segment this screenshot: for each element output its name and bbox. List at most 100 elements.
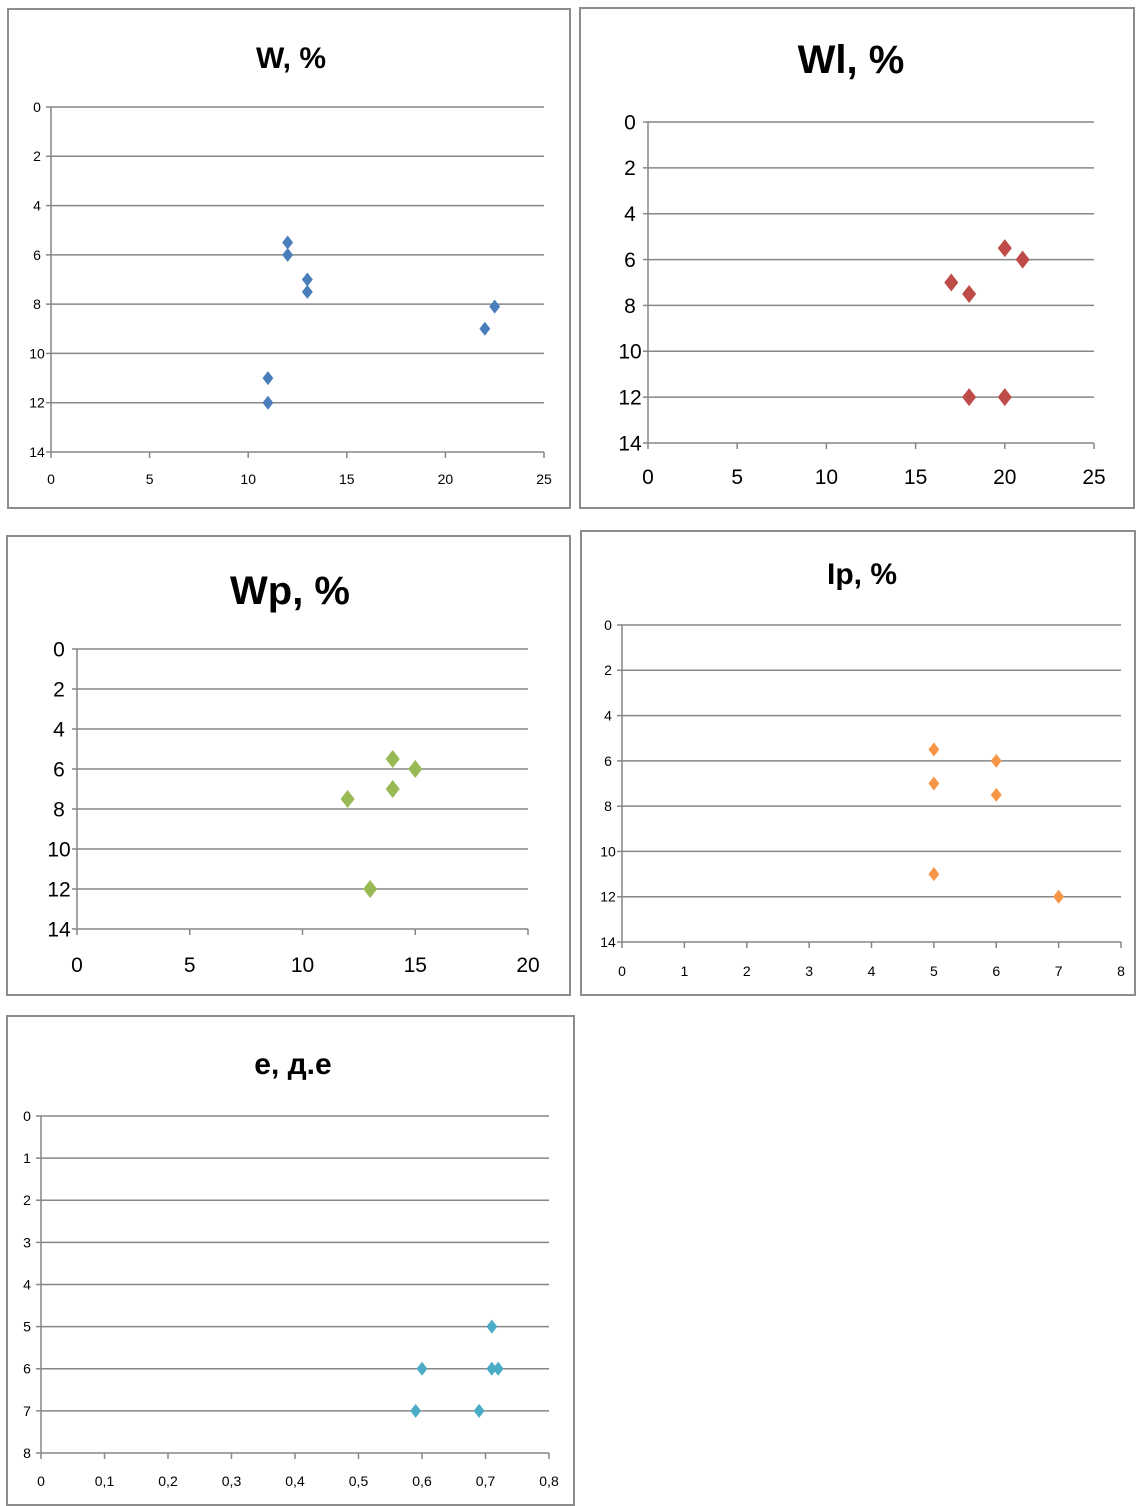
y-tick-label: 14: [29, 444, 45, 460]
y-tick-label: 2: [23, 1192, 31, 1208]
y-tick-label: 14: [600, 934, 616, 950]
x-tick-label: 0,2: [158, 1473, 178, 1489]
y-tick-label: 12: [618, 386, 641, 409]
y-tick-label: 10: [600, 843, 616, 859]
data-point: [301, 272, 313, 287]
chart-panel-wp: Wp, % 0 2 4 6 8 10 12 14 0 5 10 15 20: [6, 535, 571, 996]
data-point: [489, 299, 501, 314]
chart-title: e, д.е: [254, 1048, 331, 1081]
data-point: [282, 247, 294, 262]
data-point: [385, 780, 400, 798]
data-point: [492, 1361, 504, 1376]
data-point: [262, 395, 274, 410]
x-tick-label: 5: [930, 963, 938, 979]
y-tick-label: 4: [33, 197, 41, 213]
x-tick-label: 5: [146, 471, 154, 487]
chart-panel-e: e, д.е 0 1 2 3 4 5 6 7 8 0 0,1 0,2 0,3 0,4 0,5 0,6 0,7 0,8: [6, 1015, 575, 1506]
y-tick-label: 10: [29, 345, 45, 361]
y-tick-label: 8: [23, 1445, 31, 1461]
x-tick-label: 0,3: [222, 1473, 242, 1489]
x-tick-label: 1: [680, 963, 688, 979]
x-tick-label: 0: [642, 466, 654, 489]
y-tick-label: 14: [618, 432, 642, 455]
data-point: [928, 776, 940, 791]
y-tick-label: 12: [600, 889, 616, 905]
data-point: [962, 388, 977, 407]
y-tick-label: 2: [604, 662, 612, 678]
y-tick-label: 8: [33, 296, 41, 312]
x-tick-label: 7: [1055, 963, 1063, 979]
y-tick-label: 6: [624, 249, 636, 272]
x-tick-label: 20: [516, 954, 539, 977]
data-point: [1015, 250, 1030, 269]
x-tick-label: 20: [993, 466, 1016, 489]
y-tick-label: 4: [53, 718, 65, 741]
x-tick-label: 15: [904, 466, 927, 489]
y-tick-label: 10: [47, 838, 70, 861]
y-tick-label: 8: [53, 798, 65, 821]
x-tick-label: 0,6: [412, 1473, 432, 1489]
data-point: [928, 867, 940, 882]
data-point: [408, 760, 423, 778]
x-tick-label: 10: [240, 471, 256, 487]
x-tick-label: 5: [731, 466, 743, 489]
data-point: [340, 790, 355, 808]
data-point: [479, 321, 491, 336]
data-point: [473, 1403, 485, 1418]
data-point: [997, 239, 1012, 258]
data-point: [410, 1403, 422, 1418]
x-tick-label: 0,4: [285, 1473, 305, 1489]
x-tick-label: 2: [743, 963, 751, 979]
y-tick-label: 8: [624, 295, 636, 318]
y-tick-label: 0: [33, 99, 41, 115]
data-point: [990, 787, 1002, 802]
x-tick-label: 25: [1082, 466, 1105, 489]
x-tick-label: 0,5: [349, 1473, 369, 1489]
x-tick-label: 20: [438, 471, 454, 487]
x-tick-label: 3: [805, 963, 813, 979]
data-point: [1053, 889, 1065, 904]
y-tick-label: 6: [23, 1361, 31, 1377]
x-tick-label: 10: [815, 466, 838, 489]
y-tick-label: 4: [624, 203, 636, 226]
y-tick-label: 6: [53, 758, 65, 781]
x-tick-label: 6: [992, 963, 1000, 979]
data-point: [486, 1319, 498, 1334]
y-tick-label: 3: [23, 1234, 31, 1250]
data-point: [282, 235, 294, 250]
y-tick-label: 14: [47, 918, 71, 941]
chart-title: Wp, %: [230, 569, 350, 613]
y-tick-label: 6: [33, 247, 41, 263]
y-tick-label: 4: [23, 1276, 31, 1292]
data-point: [944, 273, 959, 292]
chart-title: Wl, %: [798, 38, 905, 82]
x-tick-label: 10: [291, 954, 314, 977]
y-tick-label: 6: [604, 753, 612, 769]
x-tick-label: 0: [37, 1473, 45, 1489]
y-tick-label: 7: [23, 1403, 31, 1419]
data-point: [928, 742, 940, 757]
chart-panel-ip: Ip, % 0 2 4 6 8 10 12 14 0 1 2 3 4 5 6 7 8: [580, 530, 1136, 996]
y-tick-label: 2: [33, 148, 41, 164]
data-point: [486, 1361, 498, 1376]
x-tick-label: 4: [868, 963, 876, 979]
y-tick-label: 12: [47, 878, 70, 901]
data-point: [416, 1361, 428, 1376]
chart-panel-wl: Wl, % 0 2 4 6 8 10 12 14 0 5 10 15 20 25: [579, 7, 1135, 509]
x-tick-label: 5: [184, 954, 196, 977]
x-tick-label: 0,8: [539, 1473, 559, 1489]
x-tick-label: 0,1: [95, 1473, 115, 1489]
y-tick-label: 8: [604, 798, 612, 814]
data-point: [385, 750, 400, 768]
data-point: [990, 753, 1002, 768]
y-tick-label: 12: [29, 395, 45, 411]
y-tick-label: 2: [624, 157, 636, 180]
data-point: [997, 388, 1012, 407]
y-tick-label: 4: [604, 707, 612, 723]
chart-panel-w: W, % 0 2 4 6 8 10 12 14 0 5 10 15 20 25: [7, 8, 571, 509]
chart-title: W, %: [256, 42, 326, 75]
